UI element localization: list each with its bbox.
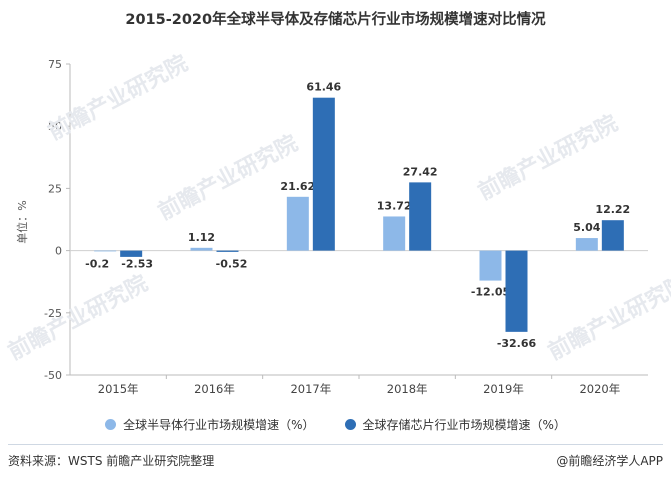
chart-title: 2015-2020年全球半导体及存储芯片行业市场规模增速对比情况 — [125, 12, 546, 28]
data-label: 21.62 — [280, 180, 315, 193]
data-label: -0.52 — [216, 258, 248, 271]
bar-semiconductor — [383, 216, 406, 251]
legend-label-semiconductor: 全球半导体行业市场规模增速（%） — [123, 417, 315, 432]
legend: 全球半导体行业市场规模增速（%） 全球存储芯片行业市场规模增速（%） — [0, 414, 671, 434]
bar-memory — [120, 250, 143, 257]
x-tick-label: 2015年 — [98, 382, 139, 396]
y-tick-label: -50 — [44, 369, 62, 382]
brand-credit: @前瞻经济学人APP — [556, 454, 663, 468]
y-tick-label: 25 — [48, 182, 62, 195]
y-axis-label: 单位：% — [16, 200, 29, 244]
data-label: 5.04 — [573, 221, 600, 234]
x-tick-label: 2018年 — [387, 382, 428, 396]
x-tick-label: 2016年 — [194, 382, 235, 396]
bar-memory — [312, 97, 335, 251]
legend-swatch-semiconductor — [105, 418, 117, 430]
bar-semiconductor — [94, 250, 117, 252]
data-label: 12.22 — [595, 203, 630, 216]
legend-swatch-memory — [344, 418, 356, 430]
y-tick-label: -25 — [44, 307, 62, 320]
data-label: 1.12 — [188, 231, 215, 244]
data-label: 61.46 — [306, 81, 341, 94]
bar-memory — [216, 250, 239, 252]
x-tick-label: 2020年 — [579, 382, 620, 396]
x-tick-label: 2019年 — [483, 382, 524, 396]
legend-label-memory: 全球存储芯片行业市场规模增速（%） — [362, 417, 566, 432]
bar-memory — [505, 250, 528, 332]
bar-semiconductor — [190, 247, 213, 251]
bar-memory — [409, 182, 432, 251]
x-tick-label: 2017年 — [290, 382, 331, 396]
source-note: 资料来源：WSTS 前瞻产业研究院整理 — [8, 454, 215, 468]
data-label: 27.42 — [403, 165, 438, 178]
bar-semiconductor — [575, 238, 598, 251]
data-label: -2.53 — [121, 258, 153, 271]
bar-semiconductor — [286, 196, 309, 251]
y-tick-label: 0 — [55, 245, 62, 258]
legend-item-memory: 全球存储芯片行业市场规模增速（%） — [344, 416, 566, 433]
bar-semiconductor — [479, 250, 502, 281]
data-label: -12.05 — [471, 286, 510, 299]
y-tick-label: 50 — [48, 120, 62, 133]
data-label: -0.2 — [85, 258, 109, 271]
y-tick-label: 75 — [48, 58, 62, 71]
footer-divider — [8, 444, 663, 445]
legend-item-semiconductor: 全球半导体行业市场规模增速（%） — [105, 416, 315, 433]
data-label: -32.66 — [497, 337, 537, 350]
data-label: 13.72 — [377, 199, 412, 212]
bar-memory — [601, 220, 624, 251]
